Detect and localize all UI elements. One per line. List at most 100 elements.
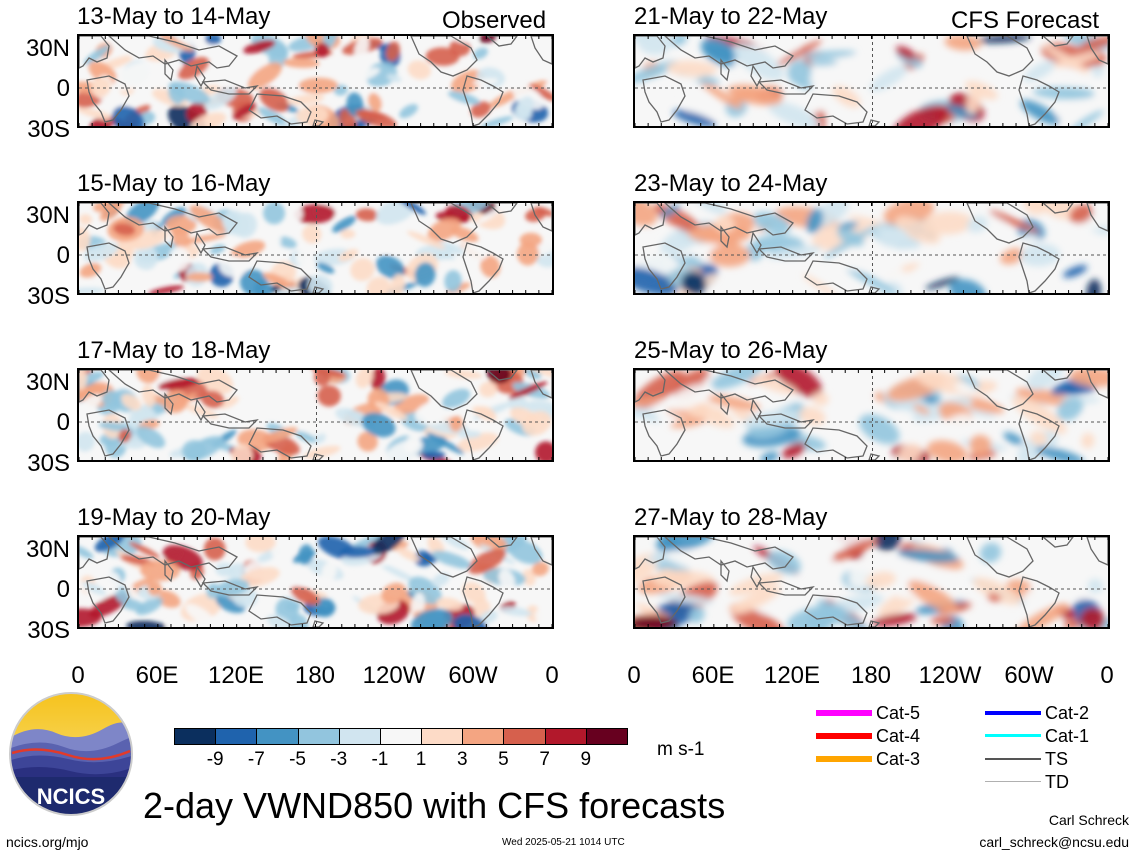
coastline [1018,409,1060,460]
colorbar-tick-label: 5 [498,749,509,770]
lon-label-120w: 120W [918,662,982,689]
coastline [1018,75,1060,126]
observed-column-title: Observed [442,7,547,34]
coastline [642,576,686,624]
coastline [201,413,259,429]
lon-label-0-end: 0 [545,662,559,689]
coastline [720,58,730,82]
coastline [312,286,325,293]
coastline [642,75,686,123]
coastline [312,620,325,627]
lon-label-0-end: 0 [1100,662,1114,689]
lat-label-30s: 30S [27,617,70,644]
author-name: Carl Schreck [1048,812,1129,828]
coastline [201,246,259,262]
coastline [462,576,504,627]
legend-label-cat3: Cat-3 [876,749,921,769]
colorbar-box [297,728,340,745]
colorbar-box [379,728,423,745]
coastline [164,58,174,82]
panel-title-4: 19-May to 20-May [77,504,271,531]
coastline [1041,203,1074,214]
panel-title-8: 27-May to 28-May [634,504,828,531]
coastline [410,370,478,411]
coastline [1086,36,1108,65]
legend-swatch-cat1 [985,734,1041,737]
coastline [1086,537,1108,566]
coastline [462,75,504,126]
ncics-logo: NCICS [8,691,134,817]
coastline [1086,203,1108,232]
lon-label-180: 180 [850,662,892,689]
legend-swatch-cat5 [816,710,872,716]
coastline [750,64,762,88]
coastline [248,594,312,626]
coastline [1086,370,1108,399]
coastline [868,453,881,460]
coastline [194,398,206,422]
panel-title-1: 13-May to 14-May [77,3,271,30]
coastline [108,370,238,403]
coastline [79,537,110,570]
legend-label-cat4: Cat-4 [876,726,921,746]
coastline [966,537,1034,578]
lat-label-eq: 0 [56,576,70,603]
map-panel-1 [77,34,554,128]
colorbar-tick-label: -1 [371,749,389,770]
coastline [868,286,881,293]
coastline [79,370,110,403]
colorbar-tick-label: -7 [247,749,265,770]
coastline [750,398,762,422]
legend-swatch-cat4 [816,733,872,739]
coastline [804,594,868,626]
source-url: ncics.org/mjo [6,834,89,850]
coastline [750,565,762,589]
coastline [79,203,110,236]
coastline [86,576,130,624]
legend-label-cat1: Cat-1 [1045,726,1090,746]
lon-label-180: 180 [294,662,336,689]
panel-title-2: 15-May to 16-May [77,170,271,197]
coastline [530,537,552,566]
lon-label-60e: 60E [135,662,179,689]
coastline [757,413,815,429]
colorbar-box [585,728,628,745]
coastline [410,203,478,244]
panel-title-3: 17-May to 18-May [77,337,271,364]
coastline [201,580,259,596]
coastline [804,93,868,125]
colorbar-box [544,728,587,745]
timestamp: Wed 2025-05-21 1014 UTC [502,837,625,848]
coastline [530,203,552,232]
coastline [635,36,666,69]
map-panel-7 [633,368,1110,462]
forecast-column-title: CFS Forecast [951,7,1100,34]
coastline [108,537,238,570]
colorbar-box [462,728,505,745]
coastline [530,36,552,65]
coastline [201,79,259,95]
coastline [757,580,815,596]
lon-label-0: 0 [71,662,85,689]
coastline [868,620,881,627]
lon-label-60w: 60W [448,662,498,689]
colorbar-box [256,728,299,745]
map-panel-4 [77,535,554,629]
colorbar-units: m s-1 [657,739,705,760]
coastline [194,565,206,589]
coastline [1018,576,1060,627]
coastline [1018,242,1060,293]
colorbar-box [503,728,546,745]
coastline [86,75,130,123]
coastline [530,370,552,399]
map-panel-2 [77,201,554,295]
coastline [966,370,1034,411]
coastline [312,453,325,460]
colorbar-box [174,728,217,745]
coastline [248,93,312,125]
lon-label-120w: 120W [362,662,426,689]
colorbar-box [338,728,381,745]
lat-label-30n: 30N [25,536,70,563]
lat-label-30n: 30N [25,202,70,229]
coastline [664,537,794,570]
